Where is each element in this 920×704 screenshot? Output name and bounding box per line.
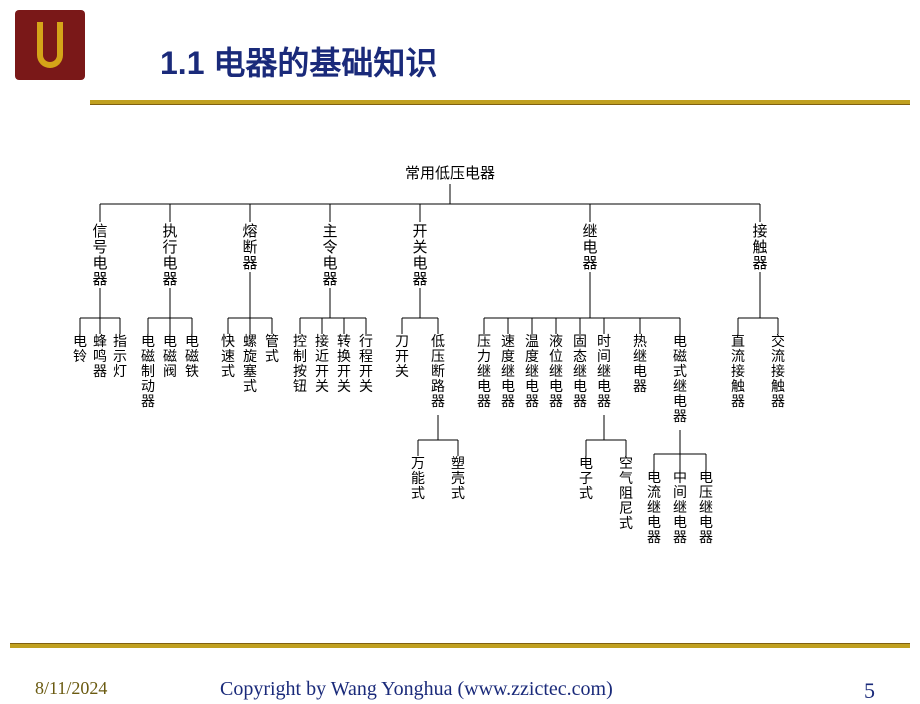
svg-text:电子式: 电子式 bbox=[579, 456, 593, 502]
svg-text:电磁铁: 电磁铁 bbox=[185, 334, 199, 380]
svg-text:控制按钮: 控制按钮 bbox=[293, 334, 307, 395]
svg-text:万能式: 万能式 bbox=[411, 457, 425, 502]
svg-text:速度继电器: 速度继电器 bbox=[501, 334, 515, 410]
svg-text:热继电器: 热继电器 bbox=[633, 334, 647, 395]
svg-text:塑壳式: 塑壳式 bbox=[451, 456, 465, 502]
bottom-divider bbox=[10, 643, 910, 648]
svg-text:行程开关: 行程开关 bbox=[359, 334, 373, 395]
footer-page-number: 5 bbox=[864, 678, 875, 704]
page-title: 1.1 电器的基础知识 bbox=[160, 38, 437, 84]
svg-text:执行电器: 执行电器 bbox=[162, 223, 177, 288]
svg-text:固态继电器: 固态继电器 bbox=[573, 335, 587, 410]
svg-text:低压断路器: 低压断路器 bbox=[431, 334, 445, 410]
svg-text:中间继电器: 中间继电器 bbox=[673, 470, 687, 546]
svg-text:转换开关: 转换开关 bbox=[337, 334, 351, 395]
svg-text:电流继电器: 电流继电器 bbox=[647, 470, 661, 546]
svg-text:信号电器: 信号电器 bbox=[92, 223, 107, 288]
svg-text:接近开关: 接近开关 bbox=[315, 333, 329, 395]
svg-text:指示灯: 指示灯 bbox=[113, 334, 127, 380]
svg-text:主令电器: 主令电器 bbox=[322, 223, 337, 288]
svg-text:开关电器: 开关电器 bbox=[412, 224, 427, 288]
svg-text:快速式: 快速式 bbox=[221, 334, 235, 380]
svg-text:电铃: 电铃 bbox=[73, 334, 87, 365]
logo bbox=[15, 10, 85, 80]
svg-text:刀开关: 刀开关 bbox=[395, 335, 409, 380]
svg-text:管式: 管式 bbox=[265, 334, 279, 365]
svg-text:压力继电器: 压力继电器 bbox=[477, 335, 491, 410]
svg-text:电磁式继电器: 电磁式继电器 bbox=[673, 334, 687, 425]
svg-text:螺旋塞式: 螺旋塞式 bbox=[243, 334, 257, 395]
svg-text:接触器: 接触器 bbox=[752, 223, 767, 272]
svg-text:时间继电器: 时间继电器 bbox=[597, 334, 611, 410]
svg-text:继电器: 继电器 bbox=[582, 223, 597, 272]
svg-text:直流接触器: 直流接触器 bbox=[731, 333, 745, 410]
tree-diagram: 常用低压电器信号电器电铃蜂鸣器指示灯 执行电器电磁制动器电磁阀电磁铁 熔断器快速式螺… bbox=[70, 160, 850, 590]
top-divider bbox=[90, 100, 910, 105]
svg-text:温度继电器: 温度继电器 bbox=[525, 334, 539, 410]
footer-date: 8/11/2024 bbox=[35, 678, 107, 699]
svg-text:交流接触器: 交流接触器 bbox=[771, 333, 785, 410]
svg-text:空气阻尼式: 空气阻尼式 bbox=[619, 456, 633, 532]
svg-text:常用低压电器: 常用低压电器 bbox=[405, 165, 495, 182]
svg-text:蜂鸣器: 蜂鸣器 bbox=[93, 334, 107, 380]
svg-text:电磁制动器: 电磁制动器 bbox=[141, 334, 155, 410]
svg-text:电磁阀: 电磁阀 bbox=[163, 334, 177, 380]
svg-text:电压继电器: 电压继电器 bbox=[699, 470, 713, 546]
svg-text:液位继电器: 液位继电器 bbox=[549, 334, 563, 410]
svg-text:熔断器: 熔断器 bbox=[242, 223, 257, 272]
